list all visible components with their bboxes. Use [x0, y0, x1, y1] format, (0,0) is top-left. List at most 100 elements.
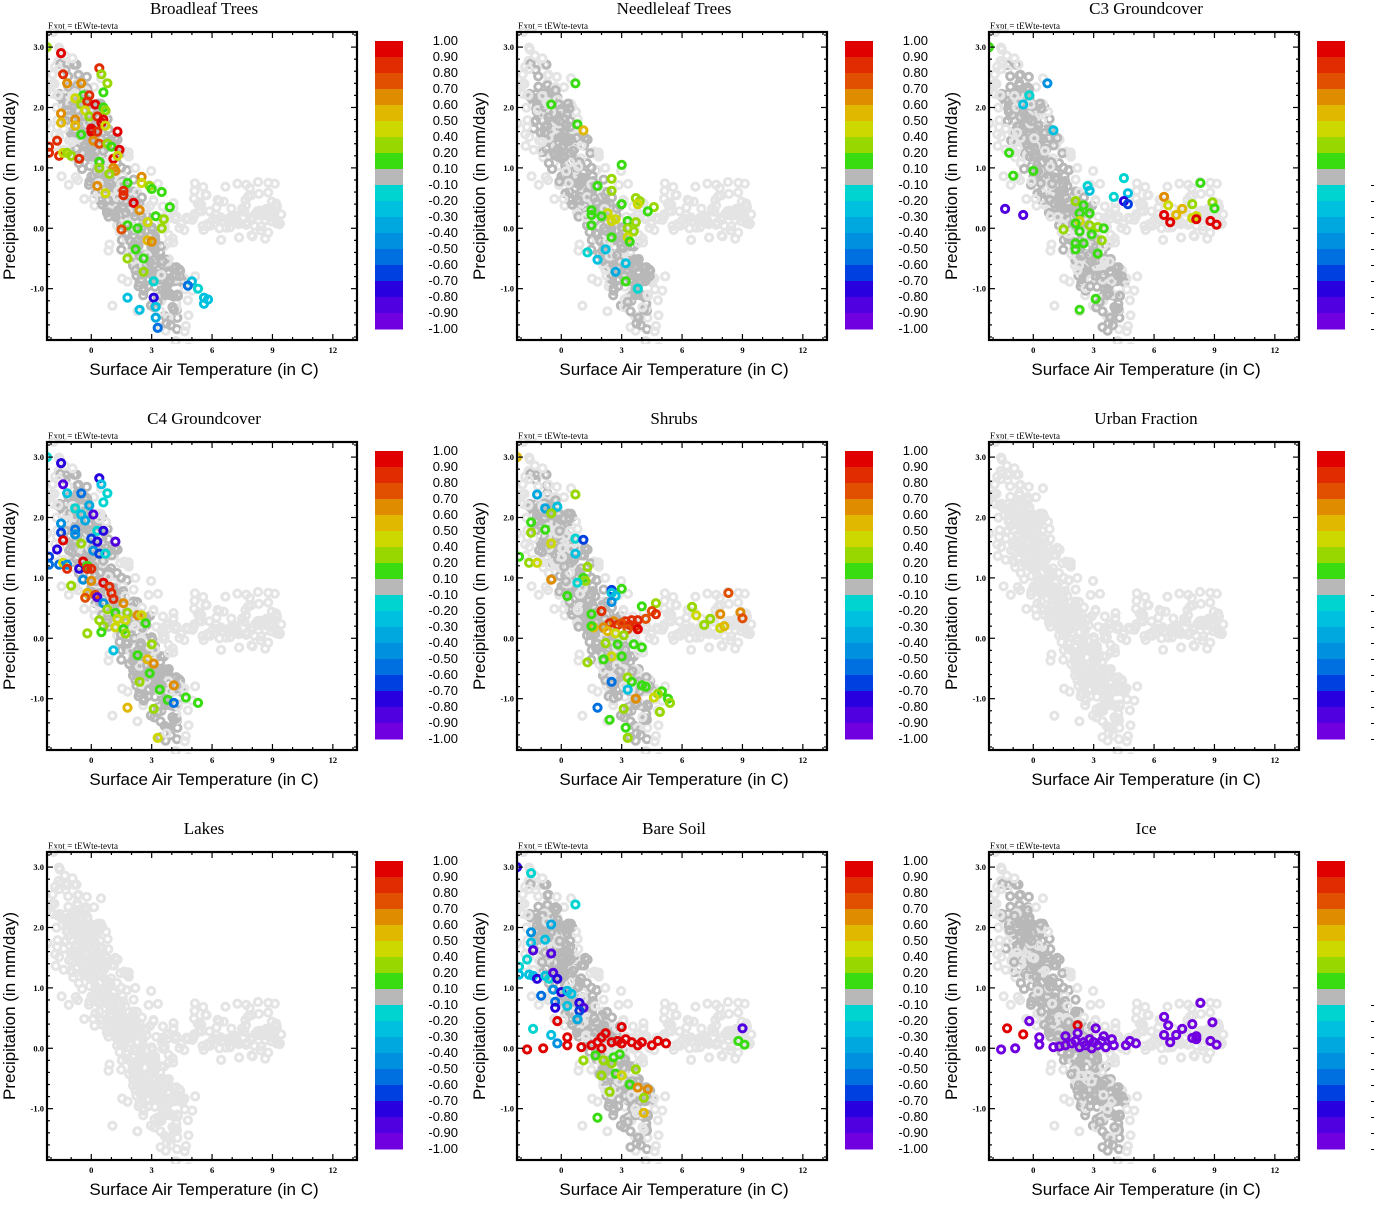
background-point: [265, 599, 272, 606]
background-point: [1061, 685, 1068, 692]
background-point: [118, 246, 125, 253]
background-point: [553, 73, 560, 80]
background-point: [248, 642, 255, 649]
background-point: [604, 308, 611, 315]
background-point: [718, 232, 725, 239]
colorbar-label: -0.20: [1370, 193, 1374, 208]
colorbar-label: -0.70: [898, 273, 928, 288]
background-point: [1142, 593, 1149, 600]
colorbar-label: -0.20: [898, 193, 928, 208]
background-point: [1000, 173, 1007, 180]
colorbar-swatch: [845, 137, 873, 154]
background-point: [1004, 117, 1011, 124]
background-point: [203, 192, 210, 199]
colorbar-swatch: [375, 73, 403, 90]
colorbar-swatch: [1317, 265, 1345, 282]
data-point: [580, 536, 587, 543]
x-tick-label: 0: [1031, 755, 1035, 765]
colorbar-swatch: [845, 659, 873, 676]
colorbar-label: -0.60: [428, 257, 458, 272]
background-point: [649, 761, 656, 768]
colorbar-label: 0.10: [903, 571, 928, 586]
colorbar-swatch: [375, 483, 403, 500]
colorbar-swatch: [375, 515, 403, 532]
points-layer: [969, 25, 1227, 376]
colorbar-label: -0.60: [428, 667, 458, 682]
colorbar-label: 0.80: [433, 475, 458, 490]
colorbar-swatch: [845, 595, 873, 612]
background-point: [995, 104, 1002, 111]
colorbar-label: -0.60: [898, 667, 928, 682]
background-point: [735, 639, 742, 646]
background-point: [624, 180, 631, 187]
background-point: [65, 591, 72, 598]
background-point: [535, 181, 542, 188]
background-point: [706, 234, 713, 241]
colorbar-swatch: [845, 675, 873, 692]
background-point: [150, 608, 157, 615]
x-axis-label: Surface Air Temperature (in C): [1031, 770, 1260, 789]
background-point: [704, 180, 711, 187]
colorbar-label: -0.50: [898, 241, 928, 256]
data-point: [158, 188, 165, 195]
colorbar-label: 0.60: [433, 97, 458, 112]
colorbar-swatch: [375, 121, 403, 138]
data-point: [548, 576, 555, 583]
background-point: [545, 481, 552, 488]
background-point: [222, 183, 229, 190]
background-point: [1213, 590, 1220, 597]
colorbar: 1.000.900.800.700.600.500.400.200.10-0.1…: [375, 33, 458, 336]
background-point: [735, 189, 742, 196]
background-point: [545, 71, 552, 78]
background-point: [1134, 273, 1141, 280]
colorbar-label: 0.20: [433, 555, 458, 570]
colorbar-swatch: [375, 675, 403, 692]
background-point: [1176, 180, 1183, 187]
colorbar-label: -0.80: [898, 289, 928, 304]
background-point: [179, 761, 186, 768]
colorbar-swatch: [1317, 233, 1345, 250]
data-point: [1044, 80, 1051, 87]
background-point: [65, 181, 72, 188]
background-point: [138, 604, 145, 611]
y-axis-label: Precipitation (in mm/day): [470, 502, 489, 690]
x-tick-label: 9: [270, 755, 274, 765]
background-point: [1107, 641, 1114, 648]
y-tick-label: 1.0: [33, 163, 44, 173]
background-point: [81, 605, 88, 612]
background-point: [676, 208, 683, 215]
background-point: [579, 712, 586, 719]
background-point: [236, 234, 243, 241]
colorbar-swatch: [845, 691, 873, 708]
colorbar-swatch: [1317, 121, 1345, 138]
background-point: [1099, 718, 1106, 725]
background-point: [75, 481, 82, 488]
colorbar-label: 0.20: [903, 555, 928, 570]
background-point: [1207, 639, 1214, 646]
background-point: [688, 236, 695, 243]
background-point: [704, 590, 711, 597]
background-point: [248, 232, 255, 239]
background-point: [655, 344, 662, 351]
background-point: [185, 312, 192, 319]
colorbar-label: 1.00: [903, 33, 928, 48]
background-point: [1087, 591, 1094, 598]
background-point: [1101, 203, 1108, 210]
background-point: [1190, 642, 1197, 649]
y-tick-label: -1.0: [973, 284, 986, 294]
colorbar-label: 0.60: [903, 507, 928, 522]
x-tick-label: 9: [1212, 755, 1216, 765]
background-point: [81, 195, 88, 202]
y-tick-label: 3.0: [503, 452, 514, 462]
background-point: [995, 514, 1002, 521]
colorbar-label: -0.80: [1370, 289, 1374, 304]
background-point: [255, 600, 262, 607]
colorbar-label: 0.50: [903, 523, 928, 538]
colorbar-swatch: [845, 483, 873, 500]
y-tick-label: 2.0: [975, 102, 986, 112]
y-tick-label: 2.0: [33, 512, 44, 522]
background-point: [560, 605, 567, 612]
background-point: [206, 618, 213, 625]
